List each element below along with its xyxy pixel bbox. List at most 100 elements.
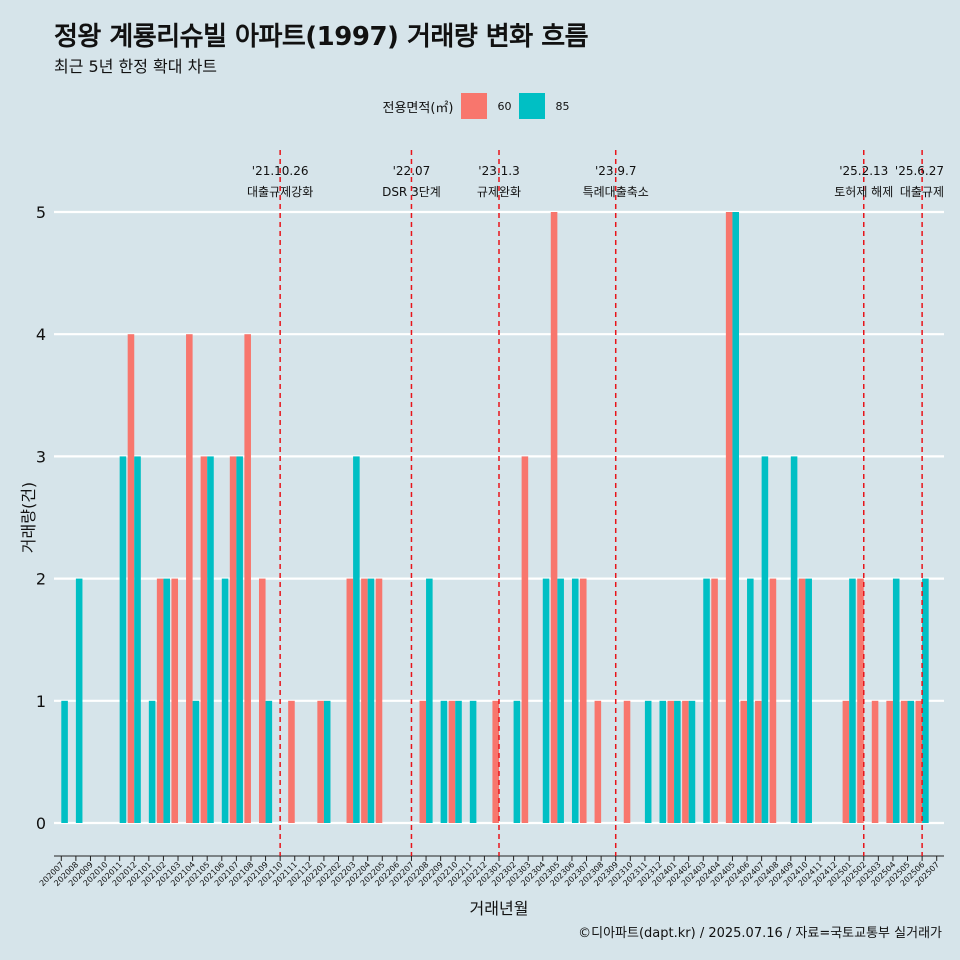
bar-85-202305	[557, 578, 564, 823]
bar-60-202204	[361, 578, 368, 823]
bar-85-202211	[469, 700, 477, 823]
bar-85-202203	[353, 456, 360, 823]
bar-60-202310	[623, 700, 631, 823]
bar-60-202109	[258, 578, 266, 823]
y-tick-label: 5	[36, 203, 46, 222]
bar-60-202307	[579, 578, 587, 823]
bar-85-202407	[761, 456, 769, 823]
bar-85-202401	[674, 700, 681, 823]
bar-85-202209	[440, 700, 448, 823]
bar-60-202408	[769, 578, 777, 823]
bar-60-202103	[171, 578, 179, 823]
legend-title: 전용면적(㎡)	[382, 100, 454, 116]
bar-60-202401	[667, 700, 675, 823]
event-date: '25.6.27	[895, 164, 944, 178]
event-label: 특례대출축소	[583, 185, 649, 199]
bar-85-202102	[163, 578, 170, 823]
bar-60-202502	[857, 578, 864, 823]
legend-label-85: 85	[555, 99, 570, 113]
bar-60-202104	[186, 334, 193, 823]
bar-60-202205	[375, 578, 383, 823]
bar-85-202402	[688, 700, 696, 823]
bar-60-202303	[521, 456, 529, 823]
y-tick-label: 1	[36, 692, 46, 711]
y-axis-title: 거래량(건)	[19, 482, 38, 553]
event-date: '25.2.13	[839, 164, 888, 178]
bar-85-202504	[892, 578, 900, 823]
chart-subtitle: 최근 5년 한정 확대 차트	[54, 57, 218, 76]
legend-label-60: 60	[497, 99, 512, 113]
source-credit: ©디아파트(dapt.kr) / 2025.07.16 / 자료=국토교통부 실…	[578, 926, 942, 941]
bar-60-202105	[200, 456, 208, 823]
bar-85-202312	[659, 700, 667, 823]
bar-60-202111	[288, 700, 295, 823]
bar-60-202410	[798, 578, 806, 823]
bar-85-202304	[542, 578, 550, 823]
event-label: DSR 3단계	[382, 185, 441, 199]
bar-85-202501	[849, 578, 856, 823]
bar-85-202204	[367, 578, 375, 823]
bar-85-202109	[265, 700, 273, 823]
bar-85-202505	[907, 700, 915, 823]
legend-key-60	[461, 93, 488, 119]
bar-85-202410	[805, 578, 812, 823]
event-date: '23.9.7	[595, 164, 636, 178]
bar-60-202407	[755, 700, 762, 823]
legend: 전용면적(㎡) 60 85	[0, 93, 960, 119]
bar-60-202305	[550, 212, 558, 823]
event-label: 규제완화	[477, 185, 521, 199]
bar-60-202203	[346, 578, 354, 823]
bar-60-202404	[711, 578, 718, 823]
bar-60-202406	[740, 700, 748, 823]
bar-85-202409	[790, 456, 798, 823]
bar-85-202008	[75, 578, 83, 823]
bar-85-202101	[148, 700, 156, 823]
bar-60-202108	[244, 334, 251, 823]
bar-85-202405	[732, 212, 740, 823]
bar-85-202302	[513, 700, 521, 823]
bar-85-202012	[134, 456, 141, 823]
event-date: '21.10.26	[252, 164, 309, 178]
bar-60-202506	[915, 700, 923, 823]
bar-60-202208	[419, 700, 427, 823]
bar-60-202501	[842, 700, 850, 823]
bar-60-202201	[317, 700, 324, 823]
bar-85-202406	[747, 578, 754, 823]
bar-85-202104	[192, 700, 200, 823]
bar-60-202405	[725, 212, 733, 823]
bar-85-202007	[61, 700, 68, 823]
bar-85-202107	[236, 456, 243, 823]
bar-85-202210	[455, 700, 462, 823]
bar-60-202308	[594, 700, 602, 823]
bar-85-202011	[119, 456, 127, 823]
chart-title: 정왕 계룡리슈빌 아파트(1997) 거래량 변화 흐름	[54, 22, 589, 52]
bar-85-202201	[323, 700, 331, 823]
y-tick-label: 0	[36, 814, 46, 833]
bar-60-202301	[492, 700, 499, 823]
event-label: 대출규제	[900, 185, 944, 199]
bar-85-202403	[703, 578, 710, 823]
bar-85-202506	[922, 578, 929, 823]
bar-85-202208	[426, 578, 433, 823]
legend-key-85	[519, 93, 546, 119]
event-label: 대출규제강화	[247, 185, 313, 199]
y-tick-label: 4	[36, 325, 46, 344]
bar-60-202503	[871, 700, 879, 823]
y-tick-label: 3	[36, 447, 46, 466]
event-label: 토허제 해제	[834, 185, 893, 199]
bar-60-202402	[682, 700, 689, 823]
bar-60-202102	[156, 578, 164, 823]
x-axis-title: 거래년월	[470, 899, 529, 918]
event-date: '22.07	[393, 164, 431, 178]
bar-85-202106	[221, 578, 229, 823]
event-date: '23.1.3	[478, 164, 519, 178]
bar-60-202210	[448, 700, 456, 823]
bar-85-202306	[571, 578, 579, 823]
bar-60-202505	[900, 700, 908, 823]
bar-85-202105	[207, 456, 214, 823]
bar-60-202504	[886, 700, 893, 823]
bar-60-202012	[127, 334, 135, 823]
bar-60-202107	[229, 456, 237, 823]
bar-85-202311	[644, 700, 652, 823]
